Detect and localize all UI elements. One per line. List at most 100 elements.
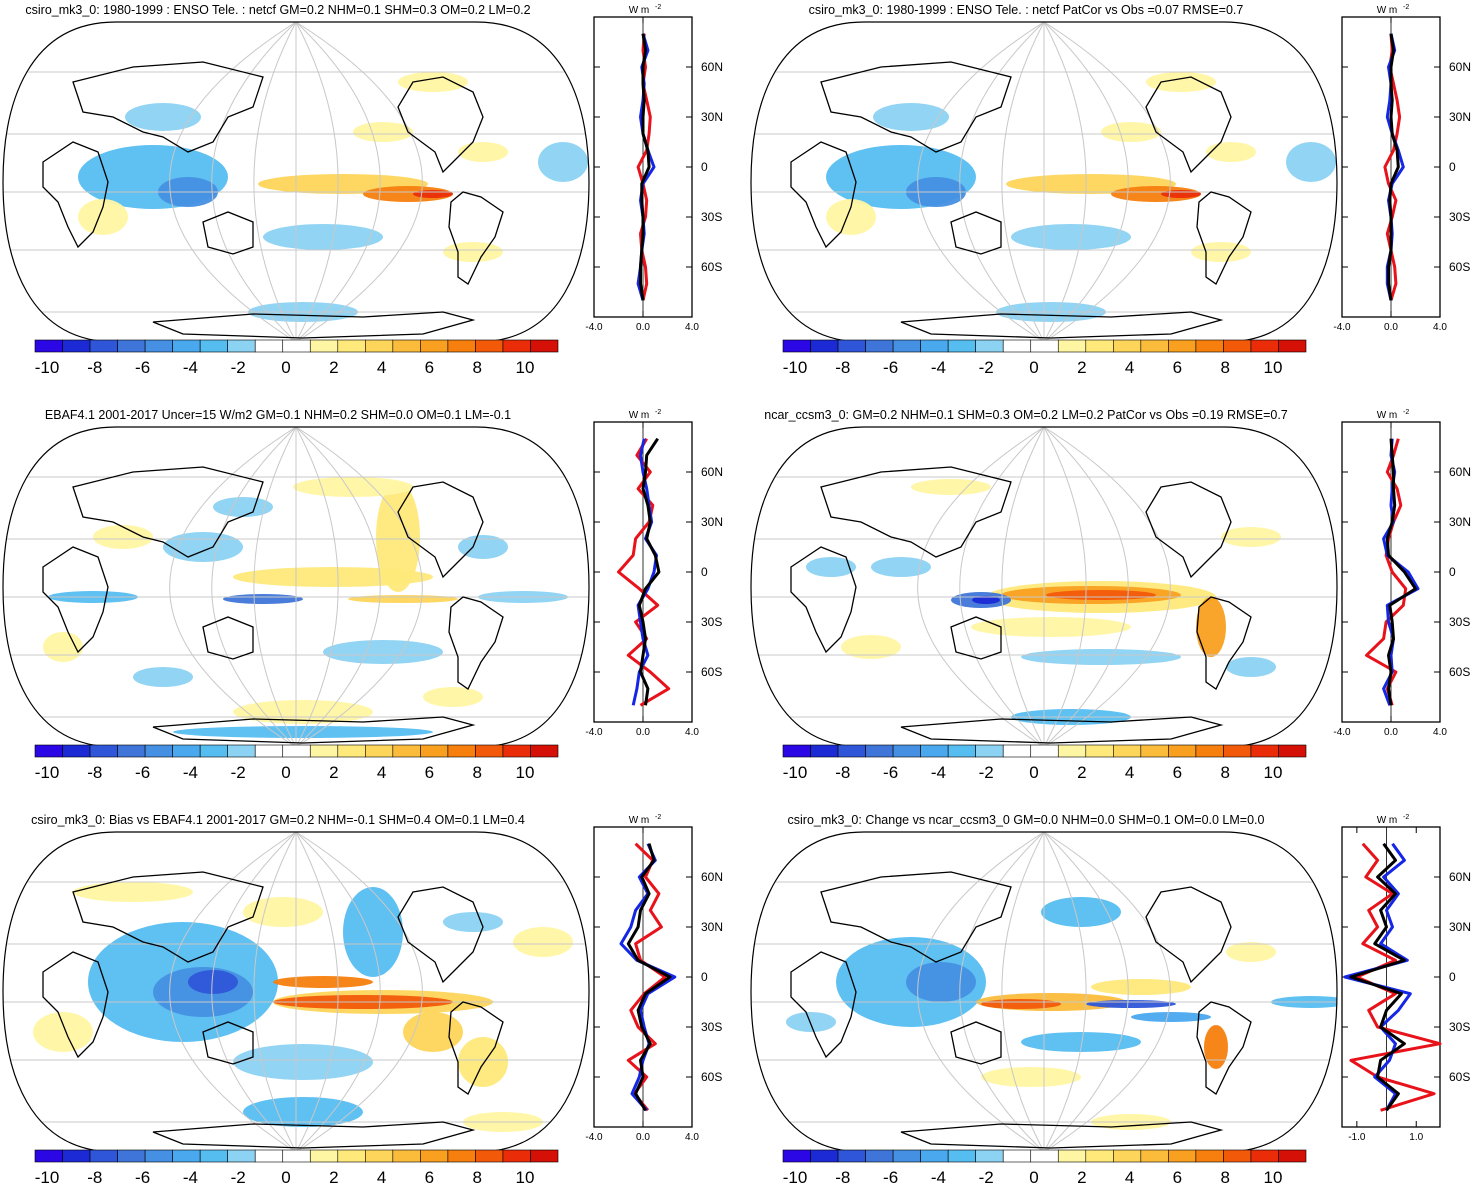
colorbar-swatch [1278, 1149, 1307, 1163]
value-tick-label: 0.0 [636, 322, 650, 333]
anomaly-blob [1131, 1012, 1211, 1022]
units-superscript: -2 [655, 409, 661, 416]
colorbar-swatch [475, 339, 504, 353]
series-line-zonal [626, 843, 672, 1112]
value-tick-label: 0.0 [1384, 322, 1398, 333]
colorbar-swatch [837, 1149, 866, 1163]
latitude-tick-label: 0 [701, 970, 708, 984]
colorbar-swatch [1195, 339, 1224, 353]
coastline [202, 1021, 254, 1065]
colorbar-tick-label: 6 [425, 1168, 434, 1187]
colorbar-swatch [62, 1149, 91, 1163]
colorbar-swatch [502, 744, 531, 758]
coastline [152, 716, 476, 744]
colorbar-swatch [782, 744, 811, 758]
coastline [202, 616, 254, 660]
colorbar-swatch [892, 1149, 921, 1163]
colorbar-swatch [1002, 1149, 1032, 1163]
colorbar: -10 -8 -6 -4 -2 0 2 4 6 8 10 [782, 1149, 1307, 1187]
colorbar-tick-label: -10 [35, 358, 60, 377]
latitude-tick-label: 60N [701, 465, 723, 479]
coastline [950, 1021, 1002, 1065]
longitude-gridline [1043, 427, 1087, 747]
colorbar-tick-label: -8 [835, 763, 850, 782]
longitude-gridline [295, 22, 423, 342]
longitude-gridline [295, 427, 381, 747]
longitude-gridline [253, 22, 297, 342]
colorbar-swatch [172, 1149, 201, 1163]
coastline [820, 466, 1012, 558]
colorbar-swatch [227, 339, 256, 353]
colorbar-swatch [1085, 744, 1114, 758]
anomaly-blob [806, 557, 856, 577]
panel-2: csiro_mk3_0: 1980-1999 : ENSO Tele. : ne… [750, 3, 1471, 377]
colorbar-tick-label: 8 [472, 763, 481, 782]
anomaly-blob [906, 962, 976, 1002]
anomaly-blob [188, 970, 238, 994]
coastline [790, 951, 857, 1059]
colorbar-swatch [365, 1149, 394, 1163]
anomaly-blob [1086, 1000, 1176, 1008]
latitude-tick-label: 60N [1449, 870, 1471, 884]
value-tick-label: -4.0 [585, 322, 603, 333]
colorbar-tick-label: -4 [183, 1168, 198, 1187]
latitude-tick-label: 0 [1449, 970, 1456, 984]
anomaly-blob [871, 557, 931, 577]
units-superscript: -2 [1403, 814, 1409, 821]
colorbar-swatch [392, 339, 421, 353]
latitude-tick-label: 60S [701, 260, 722, 274]
latitude-tick-label: 30N [701, 110, 723, 124]
longitude-gridline [1043, 427, 1171, 747]
anomaly-blob [458, 1037, 508, 1087]
anomaly-blob [1191, 242, 1251, 262]
colorbar-swatch [199, 339, 228, 353]
longitude-gridline [1001, 22, 1045, 342]
colorbar-tick-label: 4 [377, 1168, 386, 1187]
latitude-tick-label: 60S [1449, 1070, 1470, 1084]
colorbar-tick-label: -8 [835, 1168, 850, 1187]
longitude-gridline [295, 832, 339, 1152]
colorbar-swatch [117, 744, 146, 758]
coastline [42, 951, 109, 1059]
colorbar-swatch [975, 339, 1004, 353]
colorbar-swatch [447, 1149, 476, 1163]
colorbar-swatch [502, 1149, 531, 1163]
colorbar-tick-label: -6 [883, 358, 898, 377]
colorbar-swatch [1030, 339, 1059, 353]
colorbar-tick-label: -4 [183, 358, 198, 377]
latitude-tick-label: 30S [1449, 615, 1470, 629]
panel-title: csiro_mk3_0: 1980-1999 : ENSO Tele. : ne… [809, 3, 1244, 17]
longitude-gridline [169, 427, 297, 747]
latitude-tick-label: 0 [1449, 565, 1456, 579]
colorbar-tick-label: -2 [231, 358, 246, 377]
colorbar-tick-label: -4 [931, 1168, 946, 1187]
panel-4: ncar_ccsm3_0: GM=0.2 NHM=0.1 SHM=0.3 OM=… [750, 408, 1471, 782]
latitude-tick-label: 30N [1449, 515, 1471, 529]
colorbar-swatch [337, 744, 366, 758]
colorbar: -10 -8 -6 -4 -2 0 2 4 6 8 10 [34, 1149, 559, 1187]
panel-5: csiro_mk3_0: Bias vs EBAF4.1 2001-2017 G… [2, 813, 723, 1187]
anomaly-blob [458, 142, 508, 162]
map [2, 831, 590, 1153]
zonal-mean-plot: 60N 30N 0 30S 60S -4.0 0.0 4.0 W m -2 [585, 409, 723, 738]
latitude-tick-label: 0 [701, 160, 708, 174]
series-line-zonal [1387, 33, 1400, 301]
anomaly-blob [423, 687, 483, 707]
colorbar-tick-label: 10 [516, 1168, 535, 1187]
anomaly-blob [1146, 72, 1216, 92]
latitude-tick-label: 30N [701, 515, 723, 529]
series-line-model [619, 843, 677, 1112]
colorbar-swatch [34, 744, 63, 758]
colorbar-swatch [282, 744, 311, 758]
longitude-gridline [1043, 832, 1129, 1152]
map [2, 426, 590, 748]
map [750, 831, 1338, 1153]
anomaly-blob [263, 224, 383, 250]
panel-title: csiro_mk3_0: Change vs ncar_ccsm3_0 GM=0… [788, 813, 1265, 827]
coastline [1145, 886, 1232, 984]
colorbar-swatch [502, 339, 531, 353]
colorbar-swatch [309, 339, 339, 353]
latitude-tick-label: 60S [1449, 665, 1470, 679]
longitude-gridline [295, 22, 339, 342]
value-tick-label: -4.0 [1333, 727, 1351, 738]
